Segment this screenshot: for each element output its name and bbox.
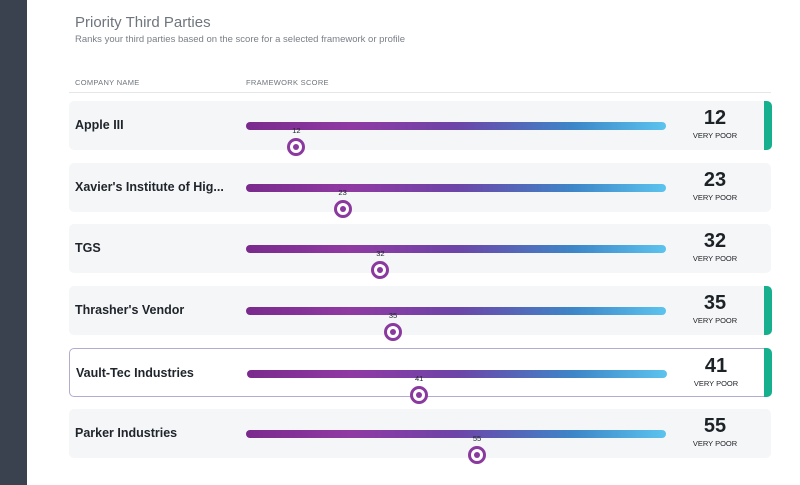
page-subtitle: Ranks your third parties based on the sc…: [75, 34, 406, 45]
score-marker-label: 12: [292, 126, 301, 135]
score-value: 55: [703, 415, 727, 437]
score-value: 41: [704, 355, 728, 377]
third-party-row[interactable]: Apple III 12 12 VERY POOR: [69, 101, 772, 156]
third-party-row[interactable]: Xavier's Institute of Hig... 23 23 VERY …: [69, 163, 771, 218]
score-marker-label: 23: [338, 188, 347, 197]
priority-flag: [764, 348, 772, 397]
third-party-row[interactable]: Parker Industries 55 55 VERY POOR: [69, 409, 771, 464]
score-rating: VERY POOR: [692, 254, 738, 263]
score-track: 32: [246, 245, 666, 279]
company-name: TGS: [75, 241, 101, 255]
score-marker: [468, 446, 486, 464]
third-party-row[interactable]: Vault-Tec Industries 41 41 VERY POOR: [69, 348, 772, 404]
score-marker: [384, 323, 402, 341]
score-track: 35: [246, 307, 666, 341]
company-name: Parker Industries: [75, 426, 178, 440]
column-header-score: FRAMEWORK SCORE: [246, 78, 329, 87]
score-rating: VERY POOR: [692, 439, 738, 448]
third-party-row[interactable]: Thrasher's Vendor 35 35 VERY POOR: [69, 286, 772, 341]
score-rating: VERY POOR: [692, 316, 738, 325]
score-track: 12: [246, 122, 666, 156]
score-value: 12: [703, 107, 727, 129]
third-party-row[interactable]: TGS 32 32 VERY POOR: [69, 224, 771, 279]
score-value: 23: [703, 169, 727, 191]
company-name: Thrasher's Vendor: [75, 303, 185, 317]
page-title: Priority Third Parties: [75, 14, 211, 31]
score-rating: VERY POOR: [692, 193, 738, 202]
score-rating: VERY POOR: [693, 379, 739, 388]
company-name: Xavier's Institute of Hig...: [75, 180, 224, 194]
left-nav-rail: [0, 0, 27, 485]
column-header-company: COMPANY NAME: [75, 78, 140, 87]
score-marker-label: 41: [415, 374, 424, 383]
score-track: 23: [246, 184, 666, 218]
score-marker-label: 35: [388, 311, 398, 320]
score-marker-label: 32: [376, 249, 385, 258]
score-marker-label: 55: [472, 434, 482, 443]
priority-flag: [764, 286, 772, 335]
score-track: 41: [247, 370, 667, 404]
score-rating: VERY POOR: [692, 131, 738, 140]
company-name: Apple III: [75, 118, 124, 132]
priority-flag: [764, 101, 772, 150]
score-marker: [333, 200, 352, 218]
score-value: 35: [703, 292, 727, 314]
score-track: 55: [246, 430, 666, 464]
score-marker: [287, 138, 306, 156]
score-marker: [410, 386, 429, 404]
score-marker: [371, 261, 390, 279]
header-divider: [69, 92, 771, 93]
company-name: Vault-Tec Industries: [76, 366, 194, 380]
score-value: 32: [703, 230, 727, 252]
